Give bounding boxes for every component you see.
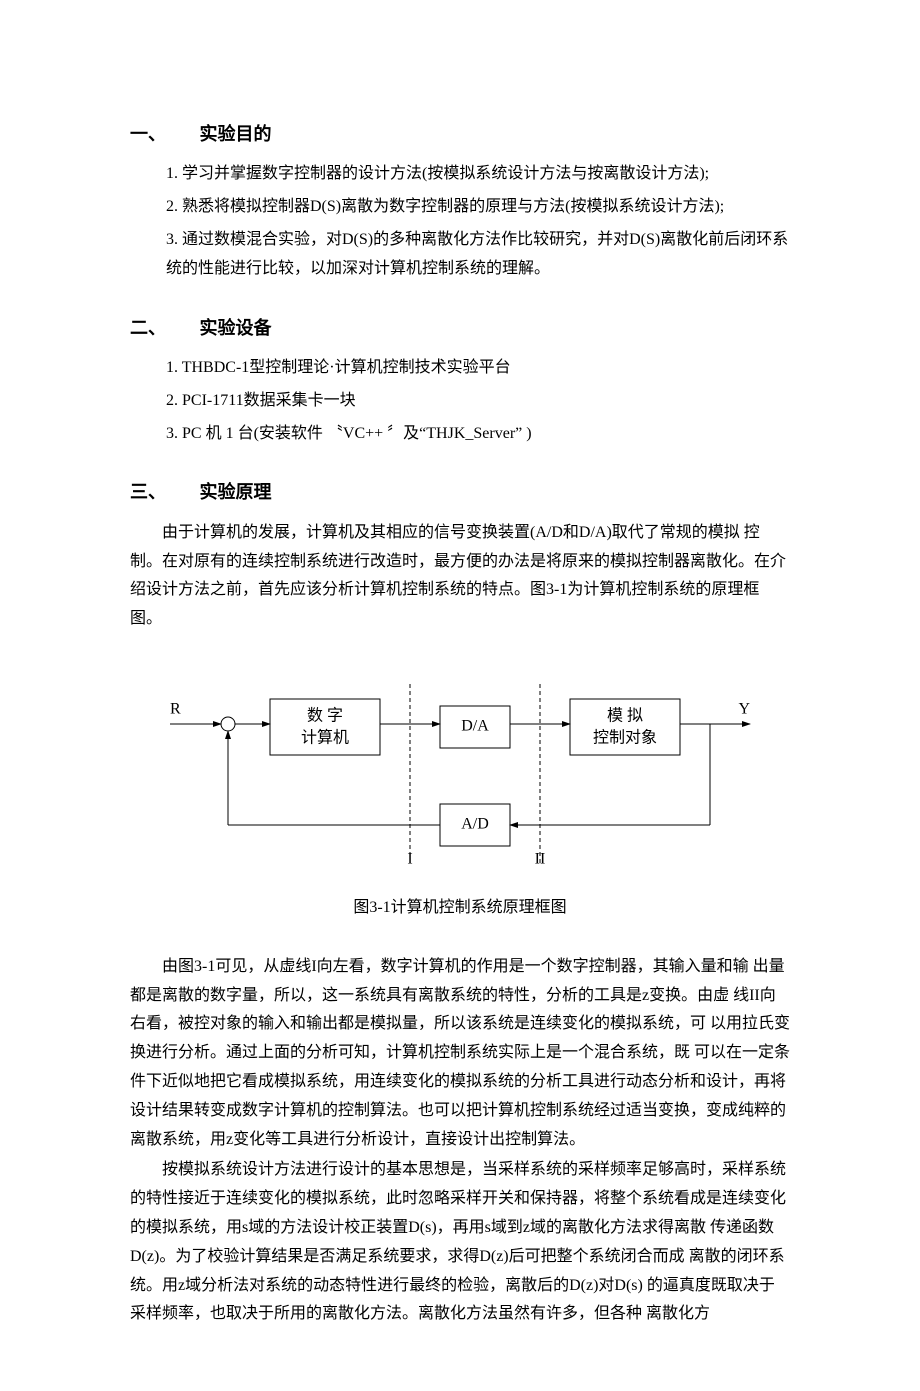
section-2-title: 实验设备 — [200, 318, 272, 338]
section-3-para-2: 由图3-1可见，从虚线I向左看，数字计算机的作用是一个数字控制器，其输入量和输 … — [130, 953, 790, 1155]
section-3-title: 实验原理 — [200, 482, 272, 502]
svg-text:II: II — [535, 851, 546, 868]
section-2-number: 二、 — [130, 312, 195, 344]
list-item: 1. 学习并掌握数字控制器的设计方法(按模拟系统设计方法与按离散设计方法); — [166, 160, 790, 189]
section-3-para-1: 由于计算机的发展，计算机及其相应的信号变换装置(A/D和D/A)取代了常规的模拟… — [130, 519, 790, 634]
block-diagram: 数 字计算机D/A模 拟控制对象A/DRYIII — [130, 664, 790, 884]
svg-text:数 字: 数 字 — [307, 707, 343, 725]
section-2-heading: 二、 实验设备 — [130, 312, 790, 344]
svg-text:计算机: 计算机 — [301, 728, 349, 747]
svg-text:A/D: A/D — [461, 816, 489, 833]
section-1-heading: 一、 实验目的 — [130, 118, 790, 150]
svg-text:控制对象: 控制对象 — [593, 729, 657, 747]
section-1-number: 一、 — [130, 118, 195, 150]
svg-text:I: I — [407, 851, 412, 868]
svg-text:R: R — [170, 701, 181, 718]
svg-text:Y: Y — [738, 701, 750, 718]
list-item: 1. THBDC-1型控制理论·计算机控制技术实验平台 — [166, 354, 790, 383]
section-3-number: 三、 — [130, 476, 195, 508]
diagram-caption: 图3-1计算机控制系统原理框图 — [130, 894, 790, 923]
list-item: 3. PC 机 1 台(安装软件 〝VC++ 〞及“THJK_Server” ) — [166, 420, 790, 449]
section-1-title: 实验目的 — [200, 124, 272, 144]
list-item: 2. 熟悉将模拟控制器D(S)离散为数字控制器的原理与方法(按模拟系统设计方法)… — [166, 193, 790, 222]
section-2-list: 1. THBDC-1型控制理论·计算机控制技术实验平台 2. PCI-1711数… — [130, 354, 790, 448]
section-3-para-3: 按模拟系统设计方法进行设计的基本思想是，当采样系统的采样频率足够高时，采样系统的… — [130, 1156, 790, 1329]
block-diagram-svg: 数 字计算机D/A模 拟控制对象A/DRYIII — [150, 664, 770, 884]
svg-text:D/A: D/A — [461, 718, 489, 735]
section-1-list: 1. 学习并掌握数字控制器的设计方法(按模拟系统设计方法与按离散设计方法); 2… — [130, 160, 790, 283]
list-item: 3. 通过数模混合实验，对D(S)的多种离散化方法作比较研究，并对D(S)离散化… — [166, 226, 790, 284]
svg-text:模 拟: 模 拟 — [607, 707, 643, 725]
section-3-heading: 三、 实验原理 — [130, 476, 790, 508]
list-item: 2. PCI-1711数据采集卡一块 — [166, 387, 790, 416]
